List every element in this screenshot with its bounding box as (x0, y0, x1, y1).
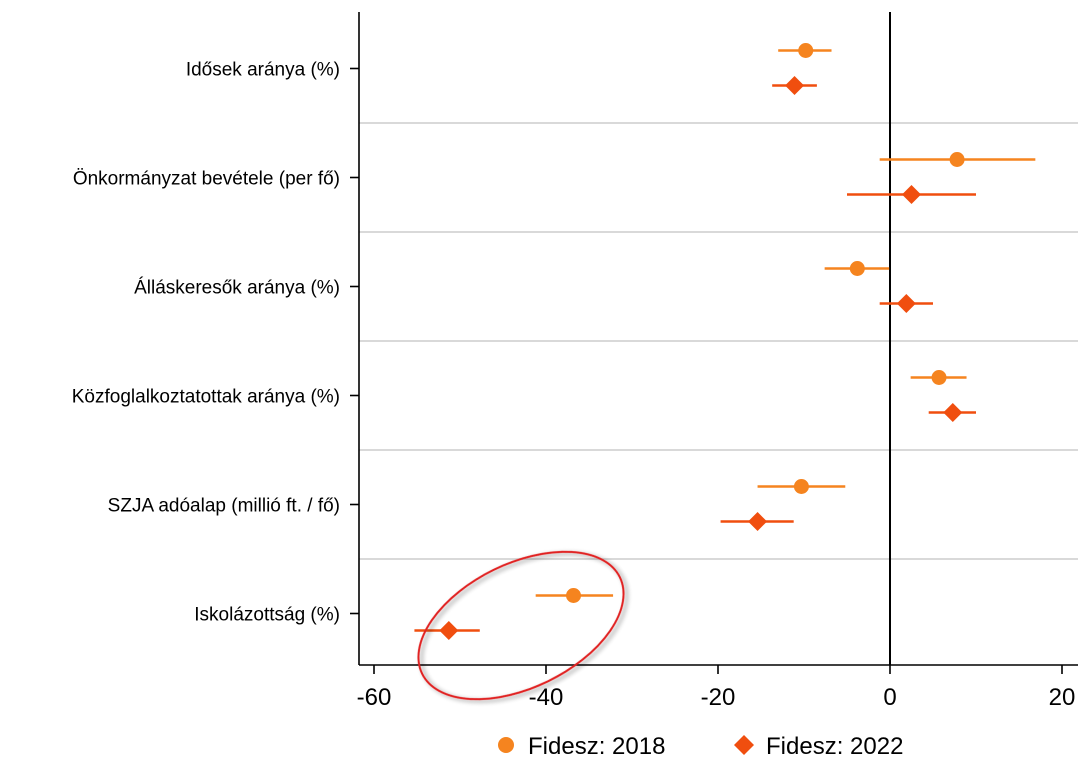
x-tick-label: -20 (701, 684, 736, 711)
legend-label: Fidesz: 2018 (528, 733, 665, 760)
point-marker (439, 621, 459, 640)
point-marker (949, 152, 965, 167)
category-label: SZJA adóalap (millió ft. / fő) (108, 496, 340, 517)
legend: Fidesz: 2018 Fidesz: 2022 (498, 733, 903, 760)
annotation (417, 550, 625, 701)
category-label: Idősek aránya (%) (186, 60, 340, 81)
gridlines (359, 122, 1078, 560)
point-marker (748, 512, 768, 531)
category-label: Álláskeresők aránya (%) (134, 278, 340, 299)
point-marker (566, 588, 582, 603)
highlight-ellipse (417, 550, 625, 701)
x-axis-ticks: -60 -40 -20 0 20 (357, 665, 1076, 711)
x-tick-label: -60 (357, 684, 392, 711)
category-label: Közfoglalkoztatottak aránya (%) (72, 387, 340, 408)
point-marker (896, 294, 916, 313)
legend-marker (734, 735, 754, 755)
category-label: Önkormányzat bevétele (per fő) (73, 169, 340, 190)
point-marker (849, 261, 865, 276)
point-marker (798, 43, 814, 58)
series-markers (414, 43, 1036, 640)
point-marker (793, 479, 809, 494)
category-label: Iskolázottság (%) (194, 605, 340, 626)
legend-label: Fidesz: 2022 (766, 733, 903, 760)
x-tick-label: 20 (1049, 684, 1076, 711)
axes (358, 12, 1078, 666)
legend-marker (498, 737, 514, 753)
point-marker (785, 76, 805, 95)
category-labels: Idősek aránya (%) Önkormányzat bevétele (… (72, 60, 359, 626)
point-marker (931, 370, 947, 385)
point-marker (902, 185, 921, 204)
x-tick-label: -40 (529, 684, 564, 711)
point-marker (943, 403, 963, 422)
x-tick-label: 0 (883, 684, 896, 711)
